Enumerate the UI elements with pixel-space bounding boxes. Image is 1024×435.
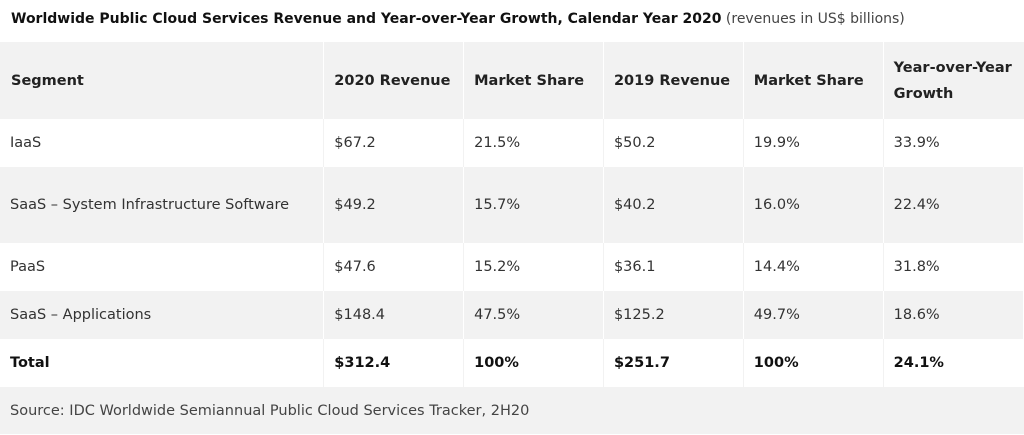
total-row: Total $312.4 100% $251.7 100% 24.1% [0,339,1024,387]
table-row: SaaS – System Infrastructure Software $4… [0,167,1024,243]
total-2020-revenue: $312.4 [323,339,465,387]
cell-2019-revenue: $125.2 [603,291,744,339]
total-2019-share: 100% [743,339,884,387]
cell-2020-revenue: $67.2 [323,119,465,167]
total-growth: 24.1% [893,355,944,371]
header-segment: Segment [0,42,325,119]
cell-2019-revenue: $36.1 [603,243,744,291]
cell-2019-share: 14.4% [743,243,884,291]
cell-segment: PaaS [0,243,325,291]
header-2019-revenue: 2019 Revenue [603,42,744,119]
cell-segment: IaaS [0,119,325,167]
cell-2019-revenue: $40.2 [603,167,744,243]
cell-2019-share: 49.7% [743,291,884,339]
cell-growth: 31.8% [893,259,940,275]
cell-2019-share: 16.0% [743,167,884,243]
cell-2020-share: 15.7% [463,167,604,243]
total-label: Total [0,339,325,387]
total-2020-share: 100% [463,339,604,387]
table-caption: Worldwide Public Cloud Services Revenue … [11,9,1016,29]
table-row: PaaS $47.6 15.2% $36.1 14.4% 31.8% [0,243,1024,291]
table-row: SaaS – Applications $148.4 47.5% $125.2 … [0,291,1024,339]
cell-2020-share: 21.5% [463,119,604,167]
cell-segment: SaaS – Applications [0,291,325,339]
source-note: Source: IDC Worldwide Semiannual Public … [0,387,1024,434]
source-row: Source: IDC Worldwide Semiannual Public … [0,387,1024,434]
table-row: IaaS $67.2 21.5% $50.2 19.9% 33.9% [0,119,1024,167]
table-units-note: (revenues in US$ billions) [721,11,905,27]
cell-2020-share: 47.5% [463,291,604,339]
cell-2019-share: 19.9% [743,119,884,167]
header-2020-revenue: 2020 Revenue [323,42,465,119]
header-row: Segment 2020 Revenue Market Share 2019 R… [0,42,1024,119]
cell-growth: 22.4% [883,167,1024,243]
cell-2019-revenue: $50.2 [603,119,744,167]
cell-2020-revenue: $148.4 [323,291,465,339]
cell-growth: 18.6% [883,291,1024,339]
header-2019-market-share: Market Share [743,42,884,119]
header-yoy-growth: Year-over-Year Growth [883,42,1024,119]
header-2020-market-share: Market Share [463,42,604,119]
table-title: Worldwide Public Cloud Services Revenue … [11,11,722,27]
total-2019-revenue: $251.7 [603,339,744,387]
cell-growth: 33.9% [893,135,940,151]
cloud-revenue-table: Segment 2020 Revenue Market Share 2019 R… [0,42,1024,434]
cell-2020-share: 15.2% [463,243,604,291]
cell-segment: SaaS – System Infrastructure Software [0,167,325,243]
cell-2020-revenue: $47.6 [323,243,465,291]
cell-2020-revenue: $49.2 [323,167,465,243]
